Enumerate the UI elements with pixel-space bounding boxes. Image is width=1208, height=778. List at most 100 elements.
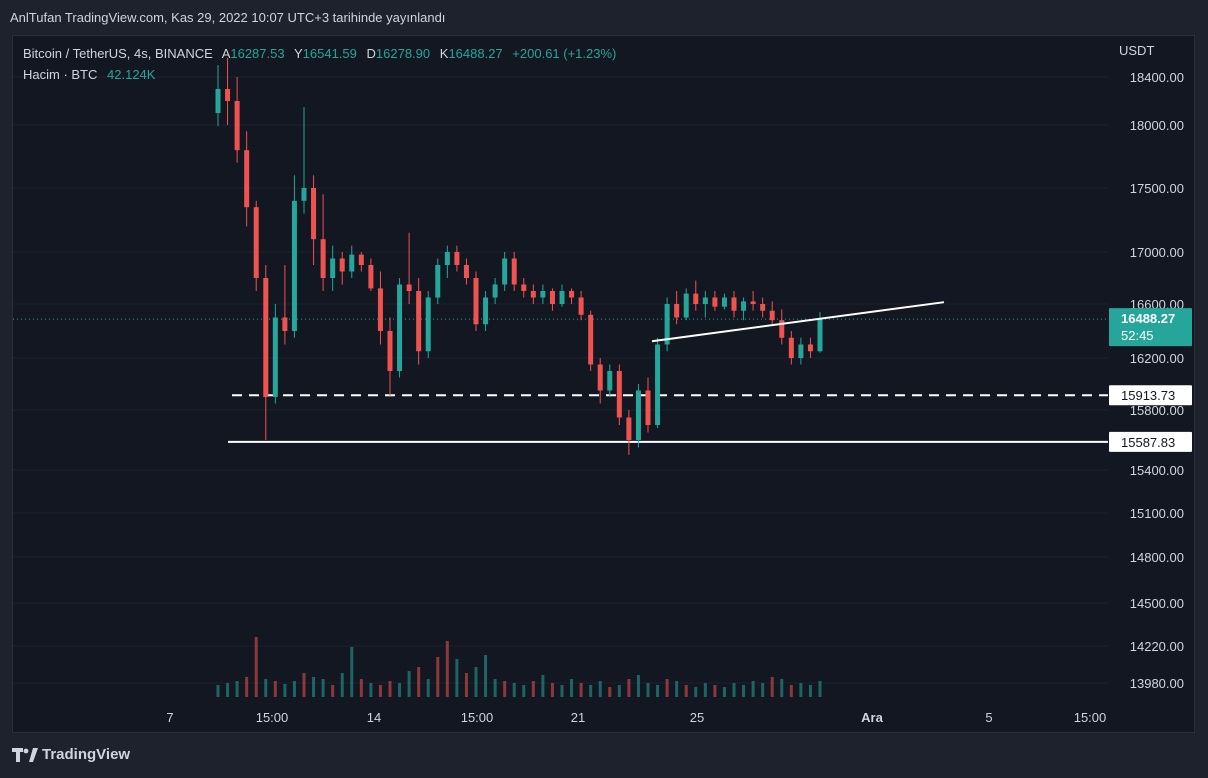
candle-body xyxy=(540,291,546,298)
candle-body xyxy=(502,258,508,285)
volume-bar xyxy=(512,683,516,697)
volume-bar xyxy=(503,681,507,697)
candle-body xyxy=(282,317,288,331)
y-tick-label: 13980.00 xyxy=(1130,676,1184,691)
volume-bar xyxy=(359,679,363,697)
volume-bar xyxy=(417,667,421,697)
volume-bar xyxy=(550,683,554,697)
y-tick-label: 14500.00 xyxy=(1130,596,1184,611)
symbol-label[interactable]: Bitcoin / TetherUS, 4s, BINANCE xyxy=(23,46,213,61)
y-tick-label: 15400.00 xyxy=(1130,463,1184,478)
candle-body xyxy=(588,314,594,365)
candle-body xyxy=(712,297,718,307)
volume-bar xyxy=(378,685,382,697)
candle-body xyxy=(807,344,813,352)
volume-bar xyxy=(751,681,755,697)
candle-body xyxy=(798,344,804,358)
support-price-value: 15587.83 xyxy=(1121,435,1175,450)
legend-ohlc: Bitcoin / TetherUS, 4s, BINANCE A16287.5… xyxy=(23,46,616,61)
candle-body xyxy=(406,284,412,291)
candle-body xyxy=(769,310,775,321)
volume-bar xyxy=(818,681,822,697)
volume-bar xyxy=(617,685,621,697)
volume-bar xyxy=(570,679,574,697)
candle-body xyxy=(483,297,489,325)
volume-bar xyxy=(684,685,688,697)
candle-body xyxy=(530,291,536,298)
candle-body xyxy=(578,297,584,315)
candle-body xyxy=(741,301,747,311)
candle-body xyxy=(645,390,651,425)
support-price-label xyxy=(1109,431,1192,452)
volume-bar xyxy=(589,685,593,697)
volume-bar xyxy=(312,677,316,697)
volume-bar xyxy=(808,685,812,697)
volume-bar xyxy=(455,659,459,697)
candle-body xyxy=(416,291,422,352)
candle-body xyxy=(569,291,575,298)
candle-body xyxy=(521,284,527,291)
volume-bar xyxy=(761,683,765,697)
volume-bar xyxy=(703,683,707,697)
candle-body xyxy=(750,301,756,304)
volume-bar xyxy=(636,675,640,697)
candle-body xyxy=(597,364,603,391)
candle-body xyxy=(301,188,307,201)
volume-bar xyxy=(474,667,478,697)
tradingview-brand[interactable]: TradingView xyxy=(12,746,130,763)
countdown-value: 52:45 xyxy=(1121,328,1154,343)
candle-body xyxy=(664,304,670,345)
volume-bar xyxy=(226,683,230,697)
candle-body xyxy=(607,371,613,391)
x-tick-label: 14 xyxy=(367,710,381,725)
candle-body xyxy=(253,207,259,278)
y-tick-label: 17500.00 xyxy=(1130,181,1184,196)
candle-body xyxy=(330,258,336,278)
volume-bar xyxy=(283,684,287,697)
candle-body xyxy=(339,258,345,272)
volume-bar xyxy=(436,657,440,697)
volume-bar xyxy=(541,675,545,697)
volume-bar xyxy=(464,673,468,697)
volume-bar xyxy=(398,683,402,697)
volume-bar xyxy=(770,677,774,697)
candle-body xyxy=(215,89,221,113)
candle-body xyxy=(311,188,317,240)
y-tick-label: 14220.00 xyxy=(1130,639,1184,654)
volume-bar xyxy=(292,681,296,697)
chart-area[interactable] xyxy=(12,35,1195,733)
volume-bar xyxy=(254,637,258,697)
volume-bar xyxy=(264,679,268,697)
volume-label[interactable]: Hacim · BTC xyxy=(23,67,98,82)
x-tick-label: 15:00 xyxy=(1074,710,1107,725)
volume-bar xyxy=(598,681,602,697)
candle-body xyxy=(635,390,641,440)
candle-body xyxy=(655,344,661,425)
y-tick-label: 14800.00 xyxy=(1130,550,1184,565)
close-label: K xyxy=(439,46,449,61)
candle-body xyxy=(368,265,374,289)
volume-bar xyxy=(484,655,488,697)
candle-body xyxy=(760,304,766,311)
volume-bar xyxy=(789,685,793,697)
candle-body xyxy=(549,291,555,304)
volume-bar xyxy=(608,687,612,697)
candle-body xyxy=(492,284,498,298)
y-tick-label: 18000.00 xyxy=(1130,118,1184,133)
candle-body xyxy=(702,297,708,304)
volume-bar xyxy=(675,681,679,697)
low-value: 16278.90 xyxy=(375,46,431,61)
candle-body xyxy=(721,297,727,307)
y-tick-label: 17000.00 xyxy=(1130,245,1184,260)
volume-bar xyxy=(627,679,631,697)
volume-bar xyxy=(522,685,526,697)
volume-bar xyxy=(273,681,277,697)
candle-body xyxy=(779,320,785,338)
candle-body xyxy=(463,265,469,278)
volume-bar xyxy=(350,647,354,697)
x-tick-label: 5 xyxy=(985,710,992,725)
volume-bar xyxy=(722,687,726,697)
y-tick-label: 18400.00 xyxy=(1130,70,1184,85)
volume-bar xyxy=(579,683,583,697)
